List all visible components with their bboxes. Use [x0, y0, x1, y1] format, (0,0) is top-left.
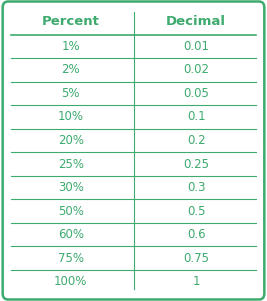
Text: Decimal: Decimal [166, 14, 226, 28]
Text: 5%: 5% [61, 87, 80, 100]
Text: 60%: 60% [58, 228, 84, 241]
Text: 25%: 25% [58, 157, 84, 171]
Text: 0.25: 0.25 [183, 157, 209, 171]
Text: 100%: 100% [54, 275, 88, 288]
Text: 1%: 1% [61, 40, 80, 53]
Text: 1: 1 [193, 275, 200, 288]
Text: 0.02: 0.02 [183, 64, 209, 76]
Text: 0.2: 0.2 [187, 134, 206, 147]
Text: 30%: 30% [58, 181, 84, 194]
Text: 50%: 50% [58, 205, 84, 218]
Text: Percent: Percent [42, 14, 100, 28]
Text: 20%: 20% [58, 134, 84, 147]
Text: 75%: 75% [58, 252, 84, 265]
FancyBboxPatch shape [3, 2, 264, 299]
Text: 0.75: 0.75 [183, 252, 209, 265]
Text: 2%: 2% [61, 64, 80, 76]
Text: 0.5: 0.5 [187, 205, 206, 218]
Text: 0.01: 0.01 [183, 40, 209, 53]
Text: 0.3: 0.3 [187, 181, 206, 194]
Text: 0.6: 0.6 [187, 228, 206, 241]
Text: 10%: 10% [58, 110, 84, 123]
Text: 0.1: 0.1 [187, 110, 206, 123]
Text: 0.05: 0.05 [183, 87, 209, 100]
